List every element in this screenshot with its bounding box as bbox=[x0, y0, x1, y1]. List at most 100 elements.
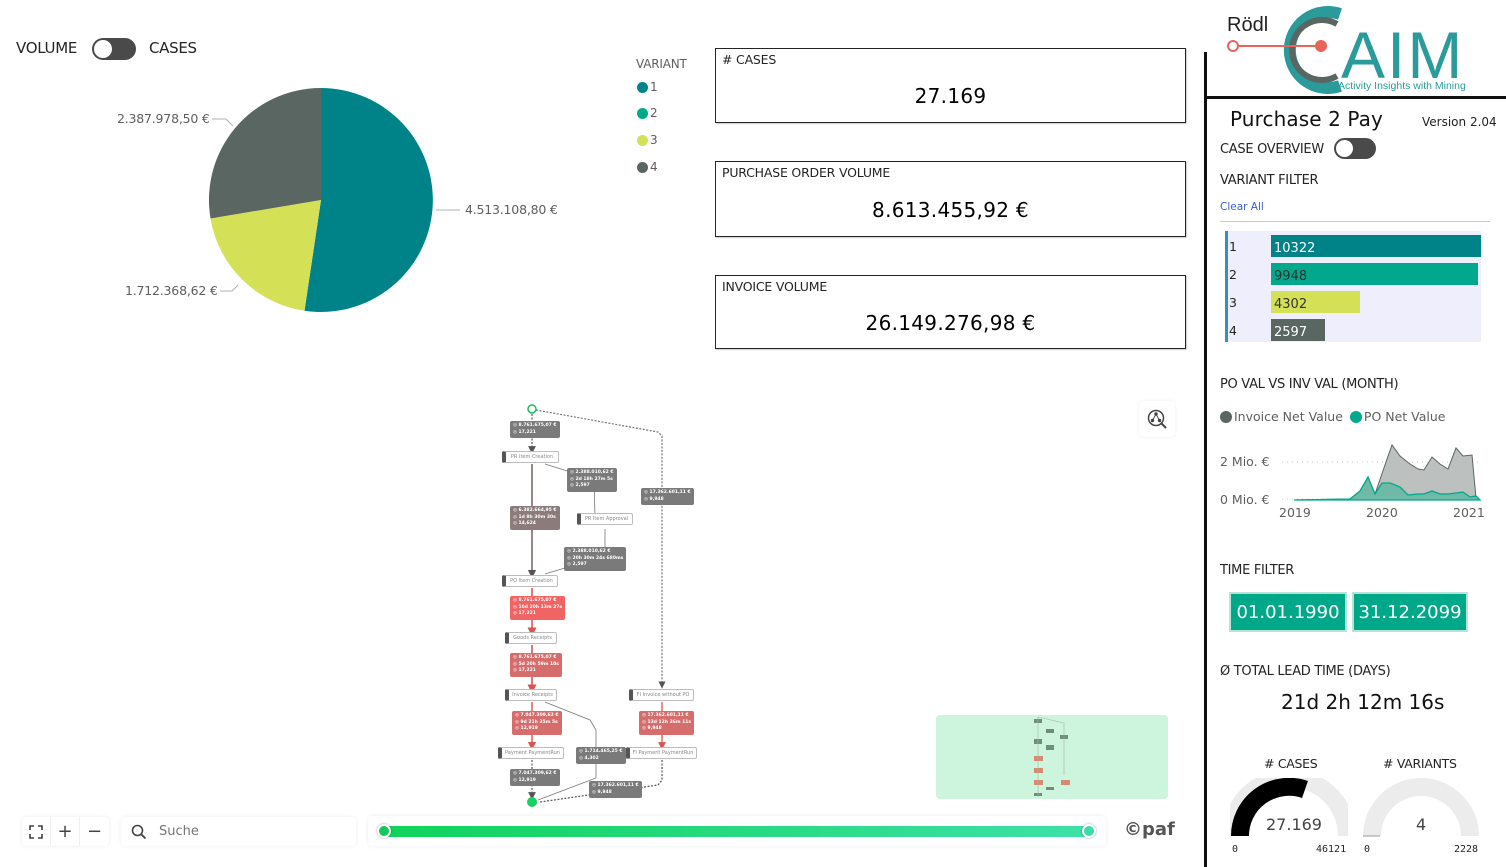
date-to-input[interactable]: 31.12.2099 bbox=[1352, 592, 1468, 632]
graph-search-icon bbox=[1147, 409, 1167, 429]
slider-handle-min[interactable] bbox=[377, 824, 391, 838]
fit-screen-icon bbox=[29, 824, 43, 839]
edge-label-pay-end[interactable]: ◎ 7.047.309,62 € ◎ 12,919 bbox=[510, 769, 560, 786]
edge-label-start-pr[interactable]: ◎ 8.761.675,07 € ◎ 17,221 bbox=[510, 421, 560, 438]
zoom-in-button[interactable]: + bbox=[51, 817, 80, 846]
zoom-out-button[interactable]: − bbox=[86, 821, 103, 842]
kpi-title: INVOICE VOLUME bbox=[722, 279, 828, 294]
volume-label: VOLUME bbox=[16, 39, 78, 57]
variant-bar-1[interactable]: 1 10322 bbox=[1225, 235, 1481, 257]
date-from-input[interactable]: 01.01.1990 bbox=[1229, 592, 1347, 632]
legend-invoice-net-value[interactable]: Invoice Net Value bbox=[1234, 409, 1343, 424]
right-panel-divider bbox=[1204, 52, 1207, 867]
legend-item-3[interactable]: 3 bbox=[637, 133, 658, 147]
frequency-slider[interactable] bbox=[368, 816, 1106, 846]
caim-logo: AIM Rödl Activity Insights with Mining bbox=[1215, 2, 1505, 96]
activity-payment-paymentrun[interactable]: Payment PaymentRun bbox=[498, 747, 564, 759]
legend-dot-icon bbox=[637, 81, 648, 93]
pie-label-variant-4: 2.387.978,50 € bbox=[117, 111, 210, 126]
legend-item-2[interactable]: 2 bbox=[637, 106, 658, 120]
search-input[interactable] bbox=[159, 824, 339, 839]
legend-po-net-value[interactable]: PO Net Value bbox=[1363, 409, 1446, 424]
y-axis-tick-0mio: 0 Mio. € bbox=[1220, 492, 1270, 507]
kpi-title: PURCHASE ORDER VOLUME bbox=[722, 165, 891, 180]
svg-text:AIM: AIM bbox=[1341, 18, 1464, 92]
kpi-value: 26.149.276,98 € bbox=[865, 311, 1036, 335]
po-inv-chart-title: PO VAL VS INV VAL (MONTH) bbox=[1220, 377, 1399, 392]
pie-slice-variant-3[interactable] bbox=[210, 200, 322, 311]
edge-label-po-gr[interactable]: ◎ 8.761.675,07 € ◎ 10d 20h 13m 27s ◎ 17,22… bbox=[510, 596, 566, 620]
edge-label-ir-end[interactable]: ◎ 1.714.465,25 € ◎ 4,302 bbox=[576, 747, 626, 764]
gauge-variants-title: # VARIANTS bbox=[1383, 756, 1457, 771]
filter-divider bbox=[1220, 221, 1490, 222]
graph-search-button[interactable] bbox=[1139, 401, 1175, 437]
variant-bar-3[interactable]: 3 4302 bbox=[1225, 291, 1481, 313]
legend-title: VARIANT bbox=[636, 57, 687, 71]
lead-time-value: 21d 2h 12m 16s bbox=[1281, 690, 1445, 714]
minimap-preview bbox=[1034, 716, 1070, 797]
po-inv-legend: Invoice Net Value PO Net Value bbox=[1220, 409, 1446, 424]
activity-invoice-receipts[interactable]: Invoice Receipts bbox=[505, 689, 557, 701]
edge-label-approval-po[interactable]: ◎ 2.388.010,62 € ◎ 20h 30m 24s 680ms ◎ 2,5… bbox=[564, 547, 627, 571]
legend-item-4[interactable]: 4 bbox=[637, 160, 658, 174]
fit-screen-button[interactable] bbox=[22, 817, 51, 846]
activity-pr-item-approval[interactable]: PR Item Approval bbox=[577, 513, 633, 525]
gauge-variants-value: 4 bbox=[1416, 815, 1427, 834]
edge-label-gr-ir[interactable]: ◎ 8.761.675,07 € ◎ 5d 20h 59m 10s ◎ 17,221 bbox=[510, 653, 562, 677]
clear-all-link[interactable]: Clear All bbox=[1220, 201, 1264, 213]
activity-po-item-creation[interactable]: PO Item Creation bbox=[502, 575, 558, 587]
edge-label-fipay-end[interactable]: ◎ 17.362.601,11 € ◎ 9,948 bbox=[589, 781, 642, 798]
gauge-cases[interactable] bbox=[1230, 778, 1348, 840]
toggle-knob bbox=[94, 40, 112, 58]
x-axis-tick-2019: 2019 bbox=[1279, 505, 1311, 520]
lead-time-label: Ø TOTAL LEAD TIME (DAYS) bbox=[1220, 664, 1391, 679]
edge-label-ir-pay[interactable]: ◎ 7.047.309,62 € ◎ 9d 21h 35m 5s ◎ 12,919 bbox=[512, 711, 562, 735]
pie-label-variant-3: 1.712.368,62 € bbox=[125, 283, 218, 298]
toggle-knob bbox=[1336, 140, 1353, 157]
kpi-title: # CASES bbox=[722, 52, 777, 67]
x-axis-tick-2021: 2021 bbox=[1453, 505, 1485, 520]
activity-fi-payment-paymentrun[interactable]: FI Payment PaymentRun bbox=[626, 747, 697, 759]
pie-label-variant-1: 4.513.108,80 € bbox=[465, 202, 558, 217]
activity-pr-item-creation[interactable]: PR Item Creation bbox=[502, 451, 559, 463]
start-node-icon bbox=[527, 404, 537, 414]
pie-slice-variant-1[interactable] bbox=[304, 88, 433, 312]
dashboard-title: Purchase 2 Pay bbox=[1230, 107, 1383, 131]
edge-label-start-fi[interactable]: ◎ 17.362.601,11 € ◎ 9,948 bbox=[641, 488, 694, 505]
activity-goods-receipts[interactable]: Goods Receipts bbox=[505, 632, 557, 644]
volume-cases-toggle[interactable] bbox=[92, 38, 136, 60]
kpi-card-cases: # CASES 27.169 bbox=[715, 48, 1186, 123]
caim-logo-graphic: AIM bbox=[1227, 6, 1464, 94]
case-overview-label: CASE OVERVIEW bbox=[1220, 142, 1324, 157]
version-label: Version 2.04 bbox=[1422, 115, 1497, 129]
edge-label-pr-approval[interactable]: ◎ 2.388.010,62 € ◎ 2d 18h 27m 5s ◎ 2,597 bbox=[567, 468, 617, 492]
gauge-variants-max: 2228 bbox=[1454, 844, 1479, 855]
legend-dot-icon bbox=[637, 161, 648, 173]
case-overview-toggle[interactable] bbox=[1334, 138, 1376, 159]
gauge-variants[interactable] bbox=[1362, 778, 1480, 840]
pie-slice-variant-4[interactable] bbox=[208, 87, 321, 219]
legend-dot-icon bbox=[1349, 410, 1362, 423]
search-box[interactable] bbox=[121, 817, 356, 846]
po-inv-area-chart[interactable] bbox=[1280, 440, 1490, 506]
slider-track bbox=[383, 826, 1091, 837]
kpi-card-po-volume: PURCHASE ORDER VOLUME 8.613.455,92 € bbox=[715, 161, 1186, 237]
gauge-cases-value: 27.169 bbox=[1266, 815, 1322, 834]
edge-label-fi-fipay[interactable]: ◎ 17.362.601,11 € ◎ 13d 12h 36m 11s ◎ 9,94… bbox=[639, 711, 695, 735]
variant-pie-chart[interactable] bbox=[100, 80, 560, 320]
logo-tagline: Activity Insights with Mining bbox=[1338, 80, 1466, 92]
variant-filter-label: VARIANT FILTER bbox=[1220, 173, 1319, 188]
edge-label-pr-po[interactable]: ◎ 6.382.664,95 € ◎ 1d 8h 30m 30s ◎ 14,624 bbox=[510, 506, 560, 530]
variant-bar-2[interactable]: 2 9948 bbox=[1225, 263, 1481, 285]
logo-underline bbox=[1207, 96, 1506, 99]
gauge-cases-title: # CASES bbox=[1264, 756, 1318, 771]
process-map-minimap[interactable] bbox=[936, 715, 1168, 799]
legend-item-1[interactable]: 1 bbox=[637, 80, 658, 94]
time-filter-label: TIME FILTER bbox=[1220, 563, 1294, 578]
variant-bar-4[interactable]: 4 2597 bbox=[1225, 319, 1481, 341]
slider-handle-max[interactable] bbox=[1082, 824, 1096, 838]
search-icon bbox=[131, 824, 147, 839]
legend-dot-icon bbox=[637, 134, 648, 146]
gauge-variants-min: 0 bbox=[1364, 844, 1371, 855]
activity-fi-invoice-without-po[interactable]: FI Invoice without PO bbox=[629, 689, 694, 701]
